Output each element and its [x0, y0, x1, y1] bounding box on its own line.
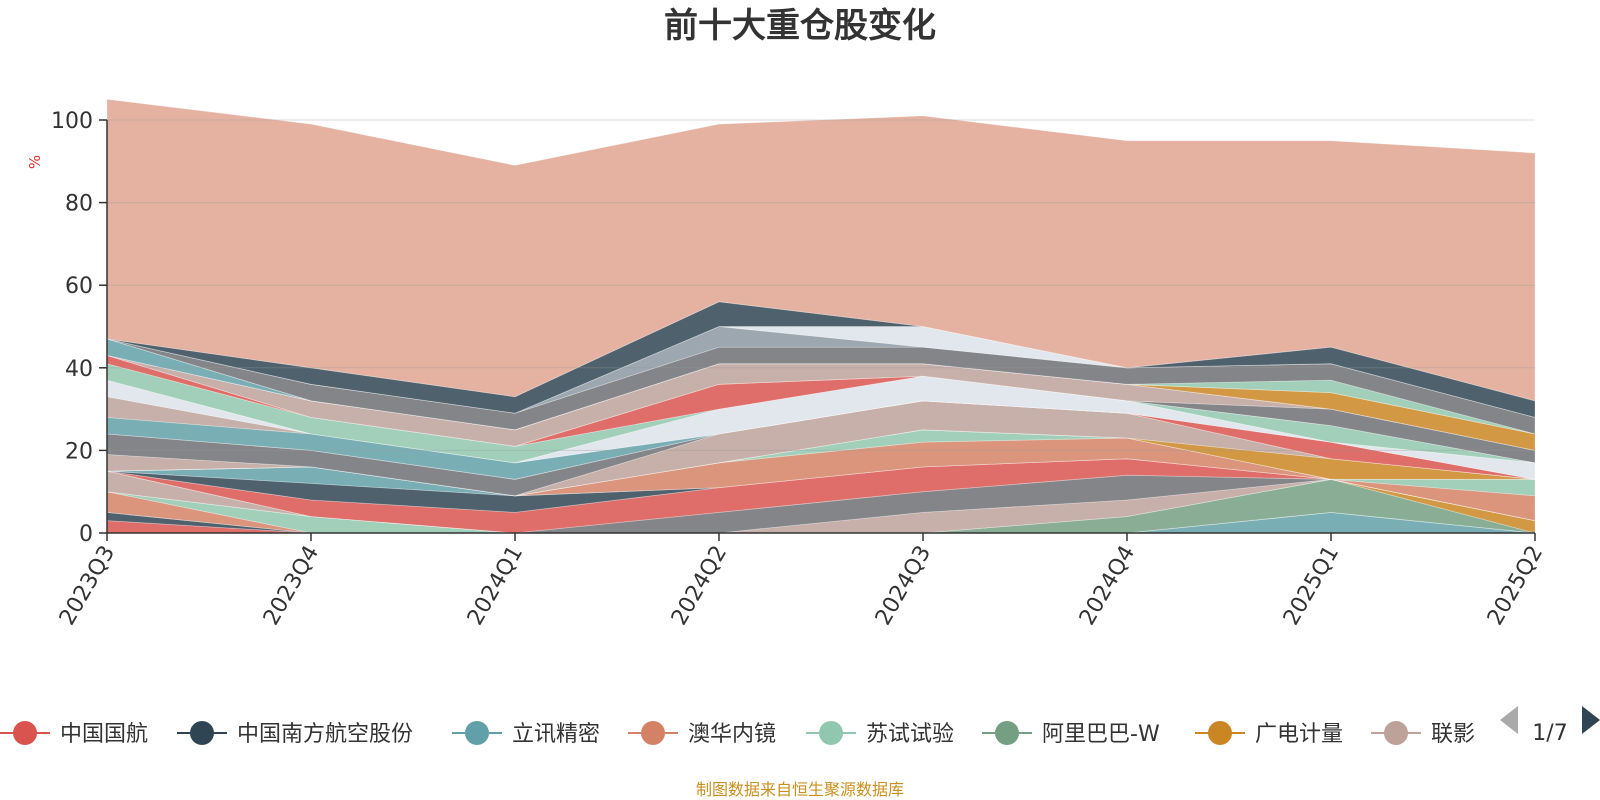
- legend-item[interactable]: 澳华内镜: [628, 721, 776, 747]
- legend-marker: [819, 721, 843, 745]
- data-source-note: 制图数据来自恒生聚源数据库: [696, 780, 904, 799]
- chart-title: 前十大重仓股变化: [664, 6, 936, 46]
- y-tick-label: 100: [51, 109, 93, 134]
- legend-page-indicator: 1/7: [1532, 721, 1567, 746]
- area-series-34: [106, 98, 1536, 402]
- legend-next-icon[interactable]: [1582, 706, 1600, 734]
- legend-marker: [13, 721, 37, 745]
- legend-marker: [995, 721, 1019, 745]
- legend-label: 广电计量: [1255, 722, 1343, 747]
- legend-marker: [641, 721, 665, 745]
- legend-item[interactable]: 中国国航: [0, 721, 148, 747]
- y-tick-label: 60: [65, 274, 93, 299]
- x-tick-label: 2023Q4: [259, 542, 324, 630]
- legend-marker: [1208, 721, 1232, 745]
- legend-label: 中国南方航空股份: [237, 722, 413, 747]
- area-series-22: [106, 363, 1536, 464]
- plot-area: [106, 98, 1536, 534]
- legend-item[interactable]: 中国南方航空股份: [177, 721, 413, 747]
- area-series-19: [106, 400, 1536, 480]
- legend-marker: [190, 721, 214, 745]
- legend-pager: 1/7: [1500, 706, 1600, 746]
- legend-item[interactable]: 苏试试验: [806, 721, 954, 747]
- x-tick-label: 2024Q4: [1075, 542, 1140, 630]
- legend-label: 阿里巴巴-W: [1042, 722, 1160, 747]
- x-tick-label: 2024Q2: [667, 542, 732, 630]
- x-tick-label: 2024Q1: [463, 542, 528, 630]
- x-tick-label: 2025Q2: [1483, 542, 1548, 630]
- x-tick-label: 2025Q1: [1279, 542, 1344, 630]
- legend-label: 苏试试验: [866, 722, 954, 747]
- legend-marker: [465, 721, 489, 745]
- y-unit-label: %: [26, 155, 44, 169]
- y-tick-label: 80: [65, 192, 93, 217]
- legend-label: 联影: [1431, 722, 1475, 747]
- legend-item[interactable]: 广电计量: [1195, 721, 1343, 747]
- legend-item[interactable]: 联影: [1371, 721, 1475, 747]
- y-tick-label: 20: [65, 439, 93, 464]
- legend-label: 立讯精密: [512, 722, 600, 747]
- grid-lines: [107, 119, 1535, 451]
- legend-marker: [1384, 721, 1408, 745]
- y-tick-label: 40: [65, 357, 93, 382]
- x-tick-label: 2023Q3: [55, 542, 120, 630]
- legend-prev-icon[interactable]: [1500, 706, 1518, 734]
- x-tick-label: 2024Q3: [871, 542, 936, 630]
- y-tick-label: 0: [79, 522, 93, 547]
- legend-item[interactable]: 立讯精密: [452, 721, 600, 747]
- area-series-20: [106, 396, 1536, 480]
- legend-label: 澳华内镜: [688, 722, 776, 747]
- legend-item[interactable]: 阿里巴巴-W: [982, 721, 1160, 747]
- legend: 中国国航 中国南方航空股份 立讯精密 澳华内镜 苏试试验 阿里巴巴-W 广电计量 联影: [0, 721, 1475, 747]
- legend-label: 中国国航: [60, 722, 148, 747]
